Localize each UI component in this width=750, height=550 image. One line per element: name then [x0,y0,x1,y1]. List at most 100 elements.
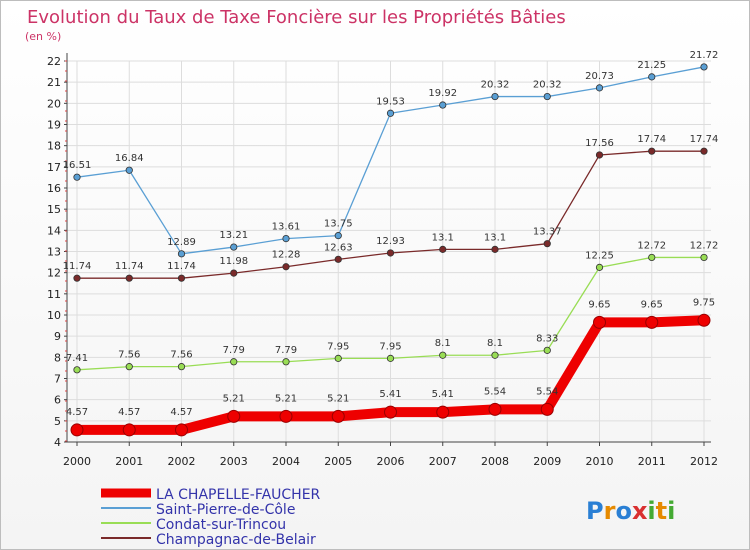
data-label: 12.89 [167,237,196,248]
data-label: 20.32 [533,80,562,91]
data-point [230,358,238,366]
data-label: 9.75 [693,297,715,308]
data-label: 11.74 [63,261,92,272]
grid [67,60,711,443]
data-label: 4.57 [118,407,140,418]
data-point [384,405,397,419]
data-point [125,363,133,371]
legend-label: Condat-sur-Trincou [156,517,286,533]
x-tick-label: 2008 [481,455,509,468]
data-point [386,354,395,362]
data-point [70,423,84,437]
data-label: 19.92 [428,88,457,99]
data-label: 7.56 [170,350,192,361]
x-tick-label: 2007 [429,455,457,468]
data-point [595,151,604,159]
y-tick-label: 10 [47,309,61,322]
data-point [282,263,290,271]
data-label: 7.56 [118,350,140,361]
y-tick-label: 19 [47,119,61,132]
data-label: 12.28 [272,250,301,261]
logo-letter: t [656,497,667,525]
data-point [334,232,342,240]
data-label: 5.21 [327,393,349,404]
y-tick-label: 11 [47,288,61,301]
data-label: 13.75 [324,219,353,230]
data-label: 20.32 [481,80,510,91]
y-tick-label: 22 [47,55,61,68]
data-label: 21.72 [690,50,719,61]
data-point [700,63,708,71]
data-label: 9.65 [641,299,663,310]
data-label: 12.72 [637,240,666,251]
data-point [386,109,395,117]
data-point [177,250,186,258]
series-2: 7.41 7.56 7.56 7.79 7.79 7.95 7.95 8.1 8.1 8.33 12… [66,240,719,374]
data-label: 5.41 [379,389,401,400]
data-point [122,423,136,437]
data-point [73,274,81,282]
data-point [700,253,708,262]
y-tick-label: 17 [47,161,61,174]
data-point [334,255,342,263]
y-tick-label: 13 [47,246,61,259]
legend: LA CHAPELLE-FAUCHERSaint-Pierre-de-CôleC… [101,487,321,548]
data-point [177,274,186,282]
unit-label: (en %) [25,30,61,43]
x-tick-label: 2002 [168,455,196,468]
data-label: 21.25 [637,60,666,71]
data-point [177,363,186,371]
data-label: 17.74 [637,134,666,145]
data-label: 4.57 [170,407,192,418]
data-label: 17.56 [585,138,614,149]
data-point [645,315,659,329]
y-tick-label: 16 [47,182,61,195]
y-tick-label: 6 [54,394,61,407]
logo-text: Proxiti [586,497,675,525]
data-label: 5.21 [223,393,245,404]
data-label: 7.79 [223,345,245,356]
data-label: 12.72 [690,240,719,251]
x-tick-label: 2011 [638,455,666,468]
data-point [700,147,708,155]
data-point [543,346,551,354]
data-point [279,409,293,423]
y-tick-label: 7 [54,373,61,386]
x-tick-label: 2004 [272,455,300,468]
data-label: 20.73 [585,71,614,82]
data-point [543,92,551,101]
data-point [543,240,551,248]
x-tick-label: 2012 [690,455,718,468]
data-point [491,92,499,101]
data-point [648,253,656,262]
data-label: 7.95 [379,341,401,352]
logo-letter: P [586,497,604,525]
y-tick-label: 20 [47,97,61,110]
series-1: 16.51 16.84 12.89 13.21 13.61 13.75 19.53 19.92… [63,50,719,258]
data-label: 5.54 [484,386,506,397]
series-0: 4.57 4.57 4.57 5.21 5.21 5.21 5.41 5.41 5.54 5.54… [66,297,715,437]
data-point [439,245,447,253]
legend-label: Champagnac-de-Belair [156,532,316,548]
x-tick-label: 2006 [377,455,405,468]
data-point [227,409,241,423]
data-label: 13.21 [219,230,248,241]
data-point [491,351,499,359]
data-point [175,423,188,437]
x-tick-label: 2003 [220,455,248,468]
x-tick-label: 2001 [115,455,143,468]
legend-label: Saint-Pierre-de-Côle [156,502,295,518]
y-tick-label: 4 [54,436,61,449]
data-label: 7.79 [275,345,297,356]
data-label: 13.1 [484,232,506,243]
axes: 4 5 6 7 8 9 10 11 12 13 14 15 16 17 18 19 20 21 22 2000 2001… [47,53,718,468]
y-tick-label: 14 [47,224,61,237]
data-label: 12.93 [376,236,405,247]
data-label: 9.65 [588,299,610,310]
data-point [331,409,345,423]
data-point [648,73,656,81]
series-3: 11.74 11.74 11.74 11.98 12.28 12.63 12.93 13.1 1… [63,134,718,282]
data-point [595,84,604,92]
data-label: 16.84 [115,153,144,164]
data-point [648,147,656,155]
